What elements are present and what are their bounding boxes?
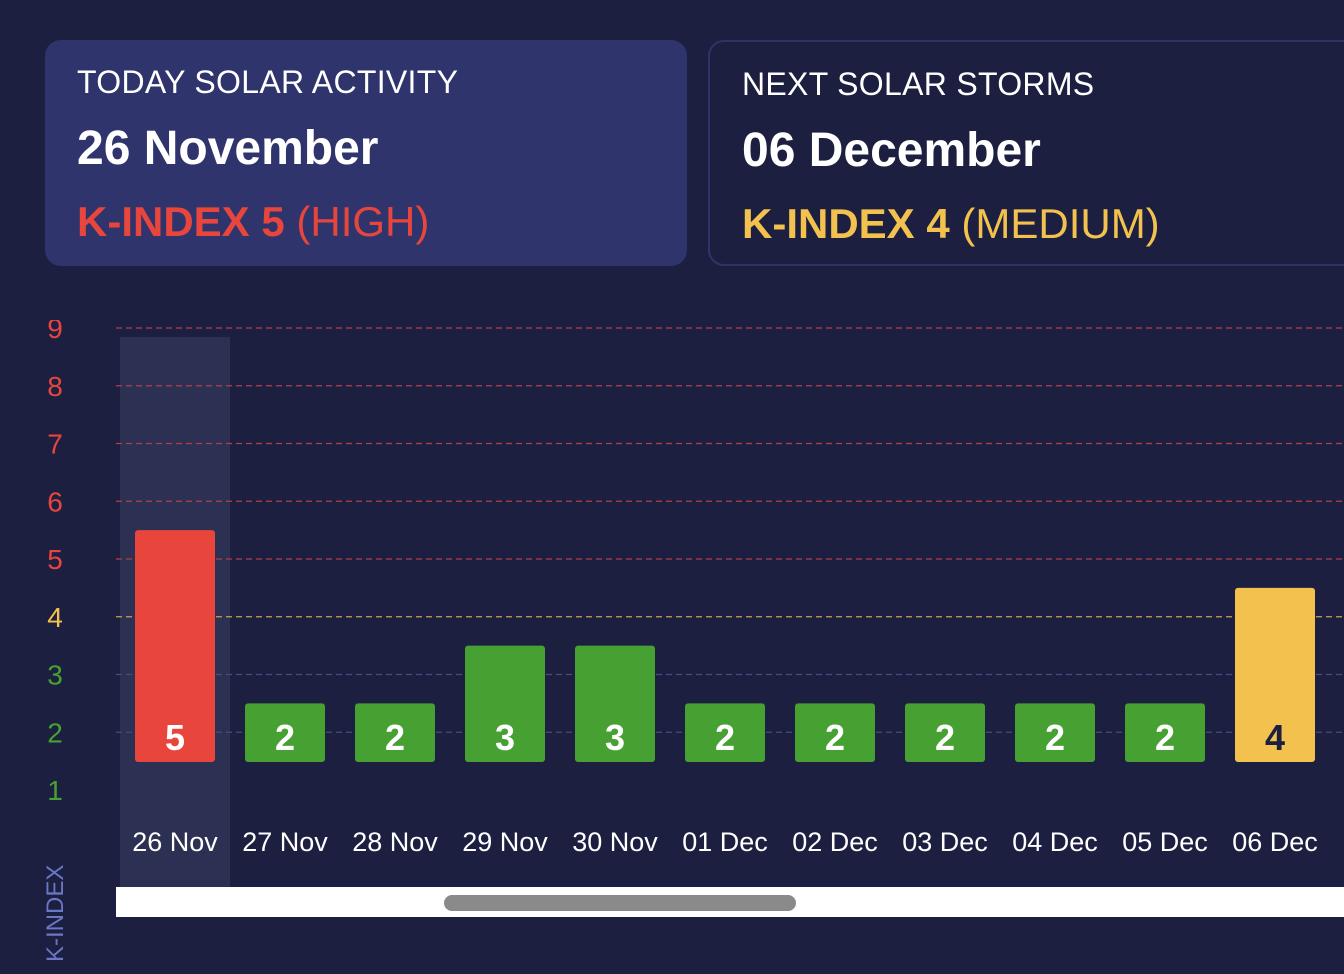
- x-tick-label: 02 Dec: [792, 827, 878, 857]
- bar-value-label: 2: [1045, 717, 1065, 758]
- x-tick-label: 04 Dec: [1012, 827, 1098, 857]
- x-tick-label: 06 Dec: [1232, 827, 1318, 857]
- chart-horizontal-scrollbar[interactable]: [116, 887, 1344, 917]
- bar-30-nov: [575, 645, 655, 762]
- next-card-title: NEXT SOLAR STORMS: [742, 66, 1095, 102]
- x-tick-label: 05 Dec: [1122, 827, 1208, 857]
- x-tick-label: 30 Nov: [572, 827, 658, 857]
- y-tick-label: 5: [47, 544, 63, 575]
- bar-value-label: 2: [385, 717, 405, 758]
- x-tick-label: 29 Nov: [462, 827, 548, 857]
- bar-06-dec: [1235, 587, 1315, 762]
- next-solar-storms-card: NEXT SOLAR STORMS 06 December K-INDEX 4 …: [708, 40, 1344, 266]
- y-tick-label: 9: [47, 320, 63, 344]
- bar-value-label: 2: [715, 717, 735, 758]
- kindex-bar-chart: 1 2 3 4 5 6 7 8 9 K-INDEX 5 26 Nov 2 27 Nov 2 28 Nov 3 29…: [42, 320, 1344, 962]
- y-tick-label: 2: [47, 717, 63, 748]
- x-tick-label: 01 Dec: [682, 827, 768, 857]
- bar-value-label: 3: [495, 717, 515, 758]
- y-tick-label: 8: [47, 371, 63, 402]
- bar-04-dec: [1015, 703, 1095, 762]
- bar-01-dec: [685, 703, 765, 762]
- today-kindex: K-INDEX 5 (HIGH): [77, 198, 655, 246]
- bar-value-label: 2: [825, 717, 845, 758]
- y-tick-label: 4: [47, 602, 63, 633]
- bar-value-label: 3: [605, 717, 625, 758]
- x-tick-label: 27 Nov: [242, 827, 328, 857]
- bar-value-label: 2: [935, 717, 955, 758]
- y-tick-label: 6: [47, 486, 63, 517]
- bar-29-nov: [465, 645, 545, 762]
- today-card-title: TODAY SOLAR ACTIVITY: [77, 64, 459, 100]
- x-tick-label: 03 Dec: [902, 827, 988, 857]
- y-axis-label: K-INDEX: [42, 865, 69, 962]
- bar-03-dec: [905, 703, 985, 762]
- y-tick-label: 1: [47, 775, 63, 806]
- x-tick-label: 28 Nov: [352, 827, 438, 857]
- today-card-date: 26 November: [77, 122, 379, 175]
- bar-28-nov: [355, 703, 435, 762]
- bar-26-nov: [135, 530, 215, 762]
- today-kindex-level: (HIGH): [296, 198, 430, 245]
- today-kindex-label: K-INDEX 5: [77, 198, 285, 245]
- next-kindex-level: (MEDIUM): [961, 200, 1160, 247]
- y-tick-label: 3: [47, 660, 63, 691]
- x-tick-label: 26 Nov: [132, 827, 218, 857]
- next-kindex-label: K-INDEX 4: [742, 200, 950, 247]
- bar-value-label: 2: [1155, 717, 1175, 758]
- bar-value-label: 4: [1265, 717, 1285, 758]
- bar-02-dec: [795, 703, 875, 762]
- bar-27-nov: [245, 703, 325, 762]
- bar-05-dec: [1125, 703, 1205, 762]
- y-tick-label: 7: [47, 429, 63, 460]
- bar-value-label: 2: [275, 717, 295, 758]
- next-kindex: K-INDEX 4 (MEDIUM): [742, 200, 1334, 248]
- next-card-date: 06 December: [742, 124, 1041, 177]
- today-solar-activity-card: TODAY SOLAR ACTIVITY 26 November K-INDEX…: [45, 40, 687, 266]
- bar-value-label: 5: [165, 717, 185, 758]
- scrollbar-thumb[interactable]: [444, 895, 796, 911]
